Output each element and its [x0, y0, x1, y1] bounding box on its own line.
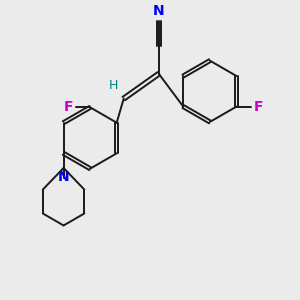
- Text: F: F: [253, 100, 263, 114]
- Text: F: F: [64, 100, 73, 114]
- Text: N: N: [153, 4, 165, 18]
- Text: N: N: [58, 170, 69, 184]
- Text: H: H: [109, 79, 119, 92]
